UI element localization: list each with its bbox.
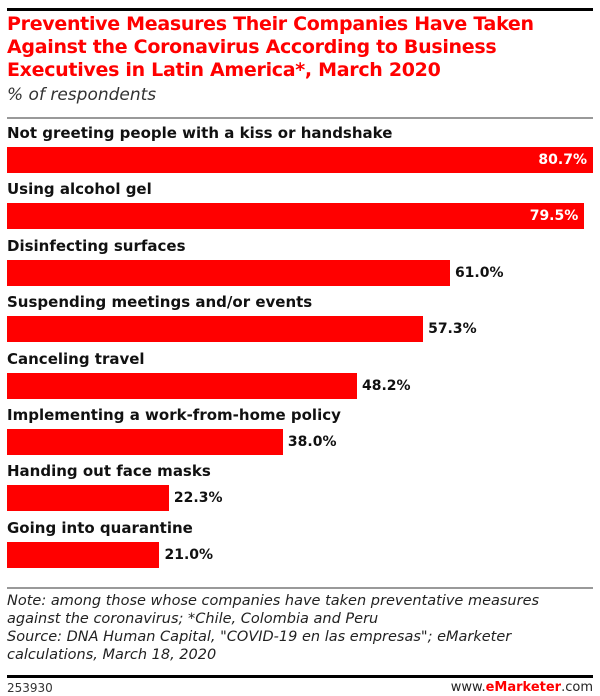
bar [7,259,450,286]
bar [7,541,160,568]
header-rule [7,117,593,119]
value-label: 57.3% [428,321,477,338]
chart-subtitle: % of respondents [7,85,157,105]
bar [7,316,424,343]
value-label: 21.0% [164,546,214,563]
note-rule [7,587,593,589]
value-label: 80.7% [538,152,587,168]
value-label: 38.0% [287,434,337,450]
top-rule [7,8,593,11]
category-label: Using alcohol gel [7,180,152,199]
category-label: Implementing a work-from-home policy [7,406,341,424]
brand-link[interactable]: www.eMarketer.com [451,680,593,695]
value-label: 79.5% [529,208,579,225]
value-label: 22.3% [173,490,223,507]
bar [7,429,283,455]
category-label: Disinfecting surfaces [7,236,186,255]
category-label: Suspending meetings and/or events [7,293,313,312]
bottom-rule [7,675,593,678]
chart-id: 253930 [7,681,53,695]
category-label: Canceling travel [7,349,145,368]
category-label: Going into quarantine [7,518,193,537]
value-label: 48.2% [362,377,411,394]
bar [7,485,169,512]
bar [7,203,585,230]
brand-suffix: .com [561,680,593,695]
category-label: Handing out face masks [7,462,211,481]
note-text: Note: among those whose companies have t… [7,593,540,627]
brand-main: eMarketer [485,680,562,695]
category-label: Not greeting people with a kiss or hands… [7,124,393,142]
chart-title: Preventive Measures Their Companies Have… [7,13,534,81]
notes: Note: among those whose companies have t… [7,592,593,664]
bar [7,147,593,173]
source-text: Source: DNA Human Capital, "COVID-19 en … [7,629,512,663]
bar [7,372,357,399]
brand-prefix: www. [450,680,486,695]
value-label: 61.0% [454,264,504,281]
